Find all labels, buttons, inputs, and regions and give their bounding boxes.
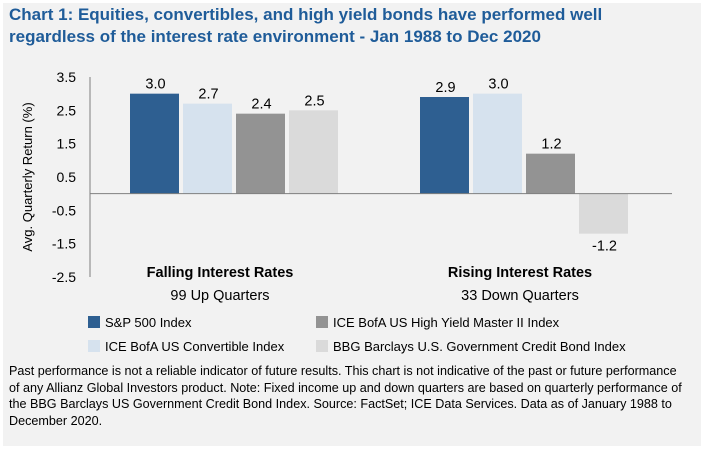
data-label: 2.9 <box>435 80 455 96</box>
category-label: Falling Interest Rates <box>147 265 294 281</box>
bar <box>236 113 285 194</box>
data-label: 2.4 <box>251 97 271 113</box>
category-label: Rising Interest Rates <box>448 265 592 281</box>
bar <box>473 93 522 194</box>
data-label: 3.0 <box>145 77 165 93</box>
data-label: 3.0 <box>488 77 508 93</box>
data-label: 2.7 <box>198 87 218 103</box>
y-tick-label: -0.5 <box>52 202 76 218</box>
y-tick-label: 1.5 <box>57 136 77 152</box>
legend-label: S&P 500 Index <box>105 315 192 330</box>
legend-label: BBG Barclays U.S. Government Credit Bond… <box>333 339 626 354</box>
legend-label: ICE BofA US High Yield Master II Index <box>333 315 560 330</box>
y-axis-label: Avg. Quarterly Return (%) <box>20 102 35 251</box>
legend-swatch <box>88 340 100 352</box>
bar <box>183 103 232 194</box>
data-label: 1.2 <box>541 137 561 153</box>
y-tick-label: 3.5 <box>57 69 77 85</box>
data-label: -1.2 <box>592 239 617 255</box>
category-sublabel: 33 Down Quarters <box>461 288 579 304</box>
bar-chart: 3.5 2.5 1.5 0.5 -0.5 -1.5 -2.5 Avg. Quarterly R… <box>20 69 672 354</box>
bar <box>526 153 575 194</box>
bar <box>130 93 179 194</box>
chart-title: Chart 1: Equities, convertibles, and hig… <box>9 5 603 46</box>
bar <box>420 97 469 194</box>
data-label: 2.5 <box>304 93 324 109</box>
legend-label: ICE BofA US Convertible Index <box>105 339 285 354</box>
y-tick-label: -1.5 <box>52 236 76 252</box>
footnote: Past performance is not a reliable indic… <box>9 364 682 428</box>
bar <box>289 110 338 194</box>
y-tick-label: -2.5 <box>52 269 76 285</box>
category-sublabel: 99 Up Quarters <box>170 288 269 304</box>
y-tick-label: 2.5 <box>57 102 77 118</box>
legend-swatch <box>316 316 328 328</box>
legend-swatch <box>88 316 100 328</box>
y-tick-label: 0.5 <box>57 169 77 185</box>
legend-swatch <box>316 340 328 352</box>
bar <box>579 193 628 234</box>
